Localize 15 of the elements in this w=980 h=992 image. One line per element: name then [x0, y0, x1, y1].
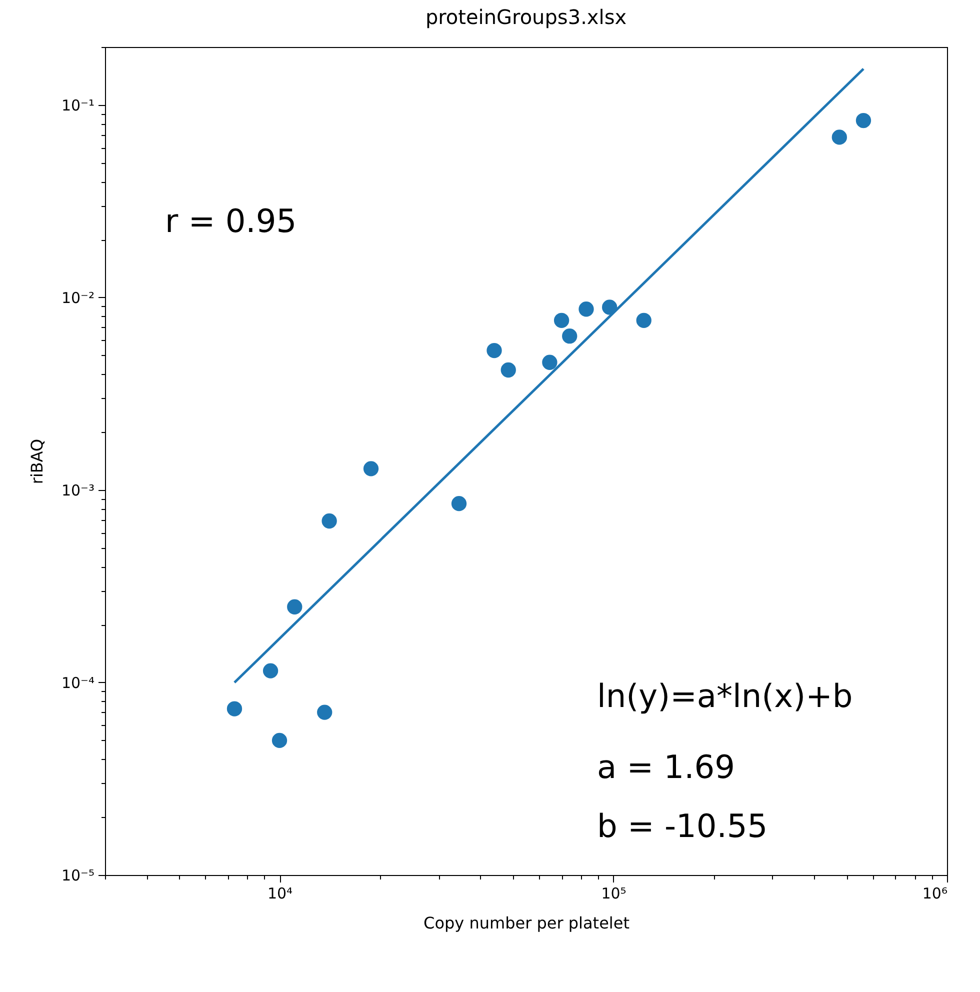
annotation: b = -10.55	[597, 807, 768, 845]
y-tick-label: 10⁻³	[61, 481, 94, 500]
y-tick-label: 10⁻²	[61, 288, 94, 307]
x-axis-title: Copy number per platelet	[424, 914, 630, 932]
chart-title: proteinGroups3.xlsx	[425, 5, 627, 29]
x-tick-label: 10⁴	[267, 884, 293, 902]
annotation: a = 1.69	[597, 748, 736, 786]
y-tick-label: 10⁻¹	[61, 96, 94, 114]
x-tick-label: 10⁶	[922, 884, 948, 902]
y-tick-label: 10⁻⁵	[61, 866, 94, 884]
y-tick-label: 10⁻⁴	[61, 674, 94, 692]
annotation: ln(y)=a*ln(x)+b	[597, 677, 853, 715]
annotation: r = 0.95	[165, 202, 297, 240]
x-tick-label: 10⁵	[601, 884, 626, 902]
y-axis-title: riBAQ	[27, 438, 46, 484]
